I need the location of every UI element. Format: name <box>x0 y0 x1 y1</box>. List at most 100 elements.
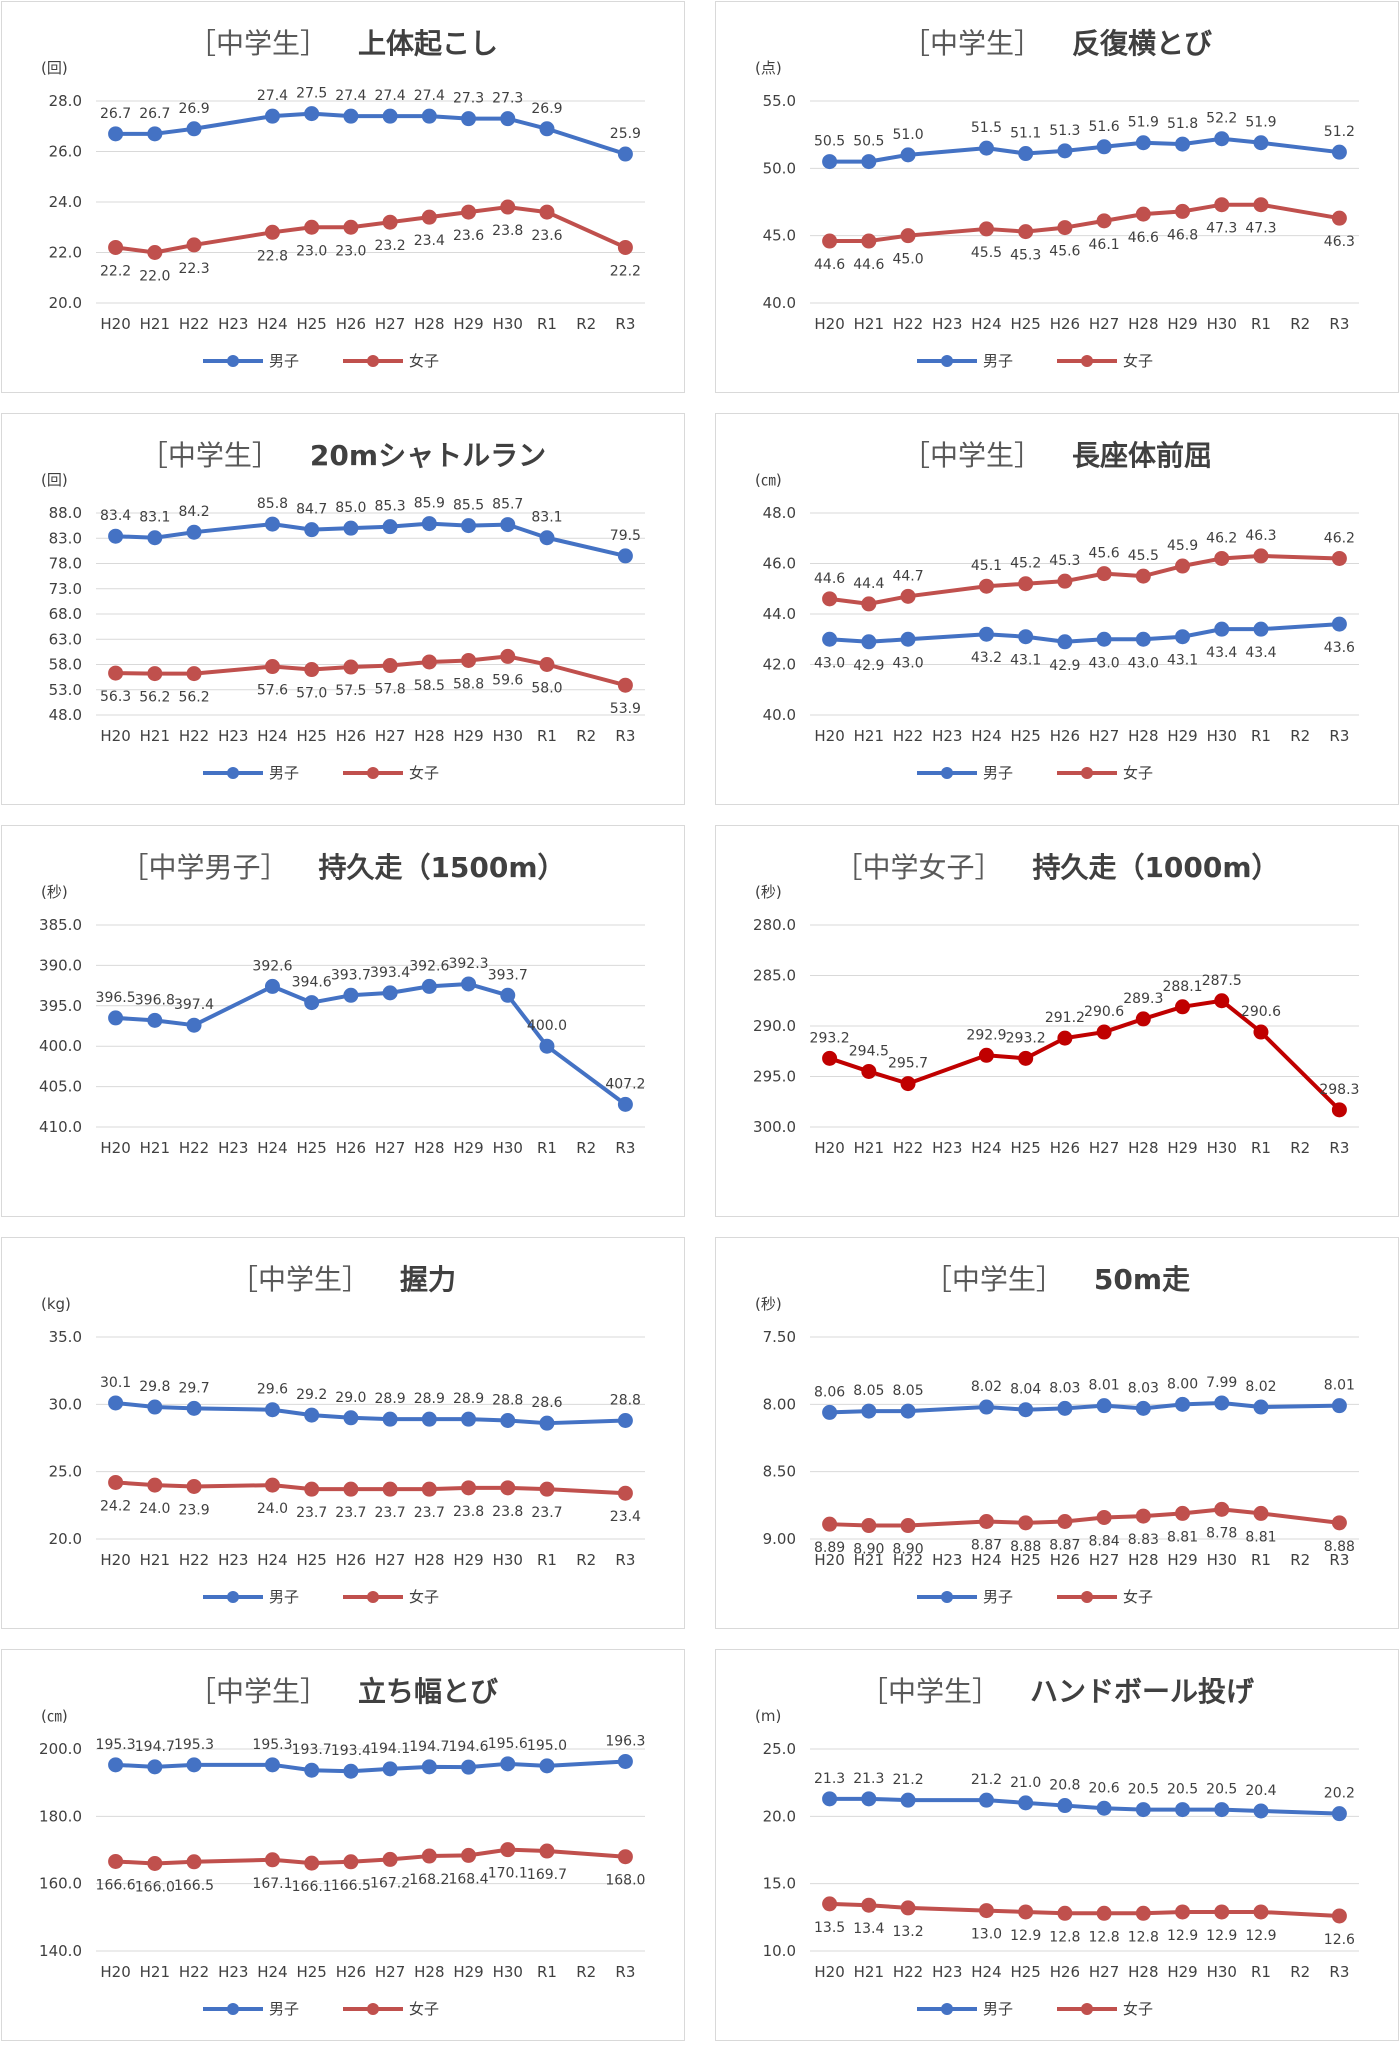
data-point <box>500 1412 516 1428</box>
data-point <box>461 1480 477 1496</box>
y-tick-label: 83.0 <box>49 529 82 547</box>
x-tick-label: H22 <box>893 1139 923 1157</box>
data-label: 8.03 <box>1049 1380 1080 1396</box>
data-point <box>108 1010 124 1026</box>
data-label: 195.3 <box>174 1737 214 1753</box>
data-label: 51.9 <box>1128 115 1159 131</box>
legend-marker <box>941 767 953 779</box>
legend-label: 男子 <box>269 2000 299 2018</box>
data-point <box>617 1485 633 1501</box>
chart: ［中学生］ 握力 (kg) 20.0 25.0 30.0 35.0 H20 H21 H22 H23 H… <box>1 1237 685 1629</box>
legend-marker <box>367 355 379 367</box>
data-label: 293.2 <box>810 1030 850 1046</box>
data-label: 8.90 <box>853 1542 884 1558</box>
data-label: 23.9 <box>178 1502 209 1518</box>
data-label: 27.4 <box>335 88 366 104</box>
data-point <box>900 1518 916 1534</box>
y-tick-label: 7.50 <box>763 1328 796 1346</box>
x-tick-label: H26 <box>1050 1139 1080 1157</box>
data-point <box>421 108 437 124</box>
x-tick-label: H28 <box>1128 1139 1158 1157</box>
data-label: 45.1 <box>971 558 1002 574</box>
data-point <box>1135 631 1151 647</box>
x-tick-label: H24 <box>257 727 287 745</box>
data-point <box>822 591 838 607</box>
legend-label: 男子 <box>983 764 1013 782</box>
y-tick-label: 20.0 <box>49 294 82 312</box>
x-tick-label: H21 <box>140 1963 170 1981</box>
y-tick-label: 26.0 <box>49 143 82 161</box>
unit-label: (点) <box>755 59 782 77</box>
data-label: 43.1 <box>1167 653 1198 669</box>
data-label: 194.7 <box>135 1739 175 1755</box>
x-tick-label: R1 <box>1251 727 1271 745</box>
data-label: 393.7 <box>488 967 528 983</box>
data-label: 59.6 <box>492 672 523 688</box>
y-tick-label: 15.0 <box>763 1875 796 1893</box>
x-tick-label: H24 <box>971 1139 1001 1157</box>
data-label: 166.6 <box>96 1877 136 1893</box>
data-label: 24.2 <box>100 1498 131 1514</box>
data-label: 56.2 <box>139 690 170 706</box>
data-point <box>1175 1505 1191 1521</box>
title-tag: ［中学生］ <box>902 27 1042 60</box>
y-tick-label: 40.0 <box>763 294 796 312</box>
y-tick-label: 290.0 <box>753 1017 796 1035</box>
x-tick-label: H29 <box>453 727 483 745</box>
legend-marker <box>1081 355 1093 367</box>
data-point <box>186 1757 202 1773</box>
data-point <box>1214 1802 1230 1818</box>
legend-marker <box>367 2003 379 2015</box>
data-point <box>264 1852 280 1868</box>
unit-label: (kg) <box>41 1295 71 1313</box>
x-tick-label: H28 <box>1128 1963 1158 1981</box>
data-label: 21.0 <box>1010 1775 1041 1791</box>
x-tick-label: H21 <box>140 315 170 333</box>
chart-title: ［中学生］ 20mシャトルラン <box>140 439 546 472</box>
x-tick-label: H24 <box>257 1139 287 1157</box>
data-label: 8.01 <box>1089 1378 1120 1394</box>
x-tick-label: R3 <box>615 315 635 333</box>
y-tick-label: 8.50 <box>763 1463 796 1481</box>
data-label: 7.99 <box>1206 1375 1237 1391</box>
legend-marker <box>1081 1591 1093 1603</box>
data-label: 23.7 <box>531 1505 562 1521</box>
data-point <box>343 1854 359 1870</box>
y-tick-label: 68.0 <box>49 605 82 623</box>
y-tick-label: 8.00 <box>763 1395 796 1413</box>
data-point <box>539 204 555 220</box>
data-point <box>1018 1050 1034 1066</box>
data-point <box>539 657 555 672</box>
data-point <box>1331 1806 1347 1822</box>
data-point <box>1135 135 1151 151</box>
data-point <box>343 987 359 1003</box>
data-point <box>461 652 477 668</box>
x-tick-label: R3 <box>615 1963 635 1981</box>
y-tick-label: 410.0 <box>39 1118 82 1136</box>
x-tick-label: H27 <box>1089 1963 1119 1981</box>
data-point <box>108 528 124 544</box>
data-label: 51.2 <box>1324 124 1355 140</box>
data-point <box>108 1757 124 1773</box>
x-tick-label: H23 <box>218 1139 248 1157</box>
chart-title: ［中学生］ 反復横とび <box>902 27 1212 60</box>
data-label: 43.6 <box>1324 640 1355 656</box>
x-tick-label: R2 <box>1290 1963 1310 1981</box>
data-point <box>822 1791 838 1807</box>
x-tick-label: H26 <box>1050 1963 1080 1981</box>
data-point <box>861 1897 877 1913</box>
data-label: 51.1 <box>1010 126 1041 142</box>
data-point <box>900 1792 916 1808</box>
legend-label: 男子 <box>269 352 299 370</box>
x-tick-label: H22 <box>893 1551 923 1569</box>
data-point <box>1331 1515 1347 1531</box>
data-label: 166.0 <box>135 1879 175 1895</box>
data-point <box>1175 1904 1191 1920</box>
x-tick-label: H25 <box>296 1551 326 1569</box>
data-label: 288.1 <box>1162 979 1202 995</box>
legend-label: 女子 <box>409 1588 439 1606</box>
data-point <box>1214 550 1230 566</box>
data-label: 85.5 <box>453 498 484 514</box>
data-point <box>382 1481 398 1497</box>
x-tick-label: H22 <box>179 1551 209 1569</box>
